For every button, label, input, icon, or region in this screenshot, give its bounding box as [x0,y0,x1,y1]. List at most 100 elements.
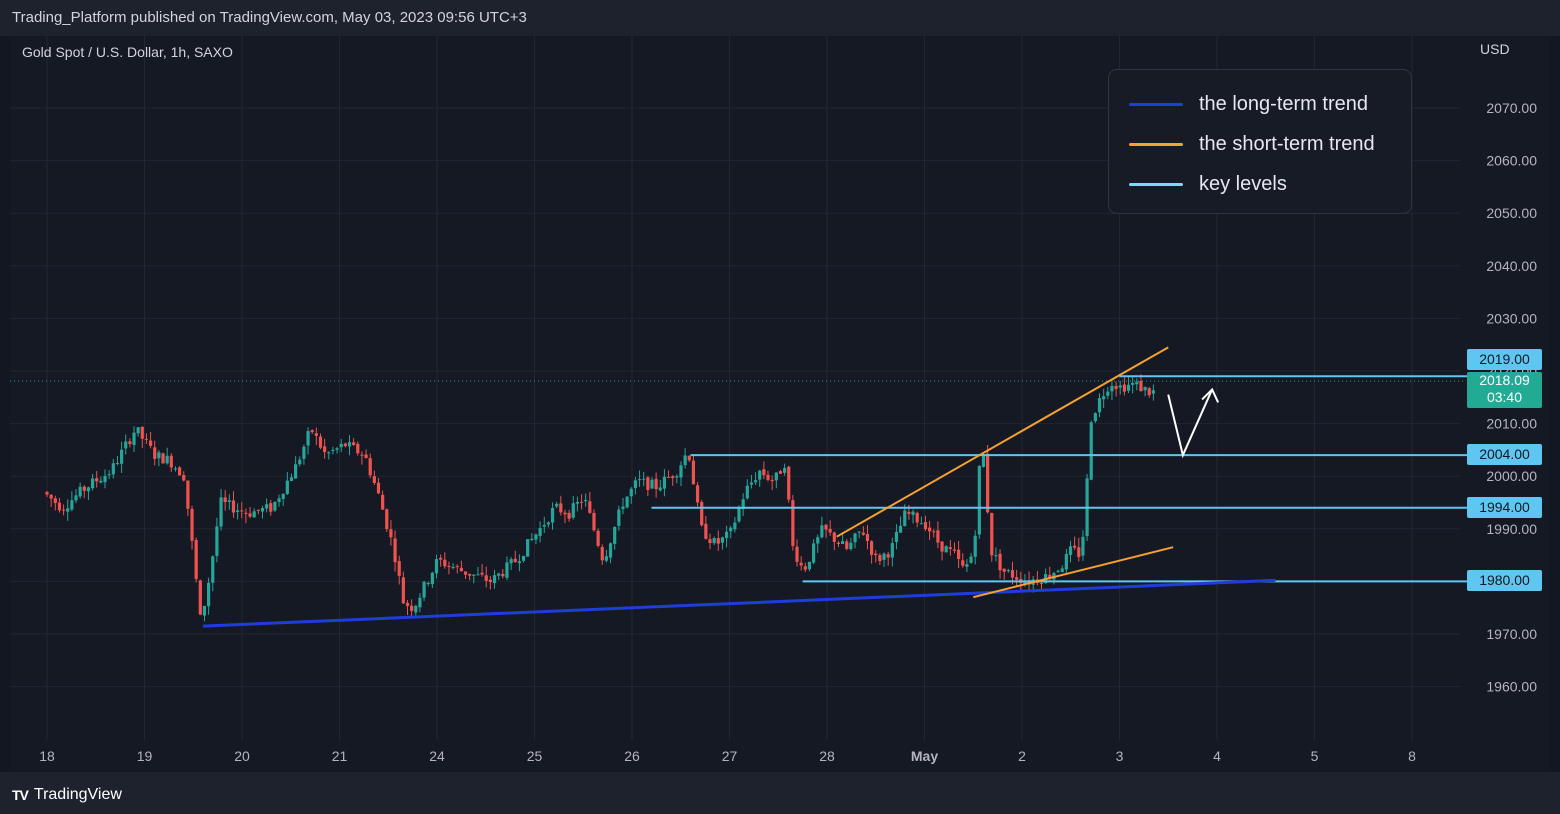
candle-body [57,502,62,511]
candle-body [410,605,414,611]
candle-body [393,538,397,563]
x-tick-label: 8 [1408,748,1416,764]
candle-body [791,500,795,546]
candle-body [770,479,774,482]
currency-label[interactable]: USD [1480,41,1510,57]
candle-body [182,475,186,481]
last-price-tag[interactable]: 2018.09 03:40 [1467,372,1542,408]
price-tag-1994[interactable]: 1994.00 [1467,497,1542,518]
x-tick-label: 26 [624,748,640,764]
candle-body [90,478,95,489]
candle-body [269,503,273,512]
symbol-title[interactable]: Gold Spot / U.S. Dollar, 1h, SAXO [22,44,233,60]
candle-body [347,442,352,447]
candle-body [1131,382,1135,385]
candle-body [1139,380,1143,392]
candle-body [1143,386,1147,391]
candle-body [422,581,426,598]
y-tick-label: 2010.00 [1486,416,1537,432]
candle-body [604,556,609,561]
candle-body [671,476,675,479]
legend-item-key-levels: key levels [1129,171,1287,197]
price-tag-1980[interactable]: 1980.00 [1467,570,1542,591]
candle-body [629,488,633,497]
legend-label-long-term: the long-term trend [1199,92,1368,115]
candle-body [1010,570,1015,578]
candle-body [451,567,455,569]
y-tick-label: 1960.00 [1486,679,1537,695]
candle-body [957,549,961,560]
candle-body [356,443,360,454]
candle-body [285,480,289,495]
y-tick-label: 2000.00 [1486,468,1537,484]
candle-body [455,566,459,568]
candle-body [990,512,994,556]
candle-body [886,554,890,558]
candle-body [977,465,981,535]
candle-body [940,541,944,552]
candle-body [737,508,741,522]
x-tick-label: 18 [39,748,55,764]
candle-body [476,574,480,576]
candle-body [1135,381,1139,385]
candle-body [571,503,575,518]
candle-body [136,427,140,434]
candle-body [1056,570,1060,572]
candle-body [277,498,281,502]
candle-body [331,449,335,452]
x-tick-label: 20 [234,748,250,764]
candle-body [948,547,952,549]
price-tag-2004[interactable]: 2004.00 [1467,444,1542,465]
candle-body [219,497,223,527]
candle-body [252,511,256,518]
candle-body [526,539,530,557]
candle-body [828,528,832,533]
candle-body [405,602,410,607]
candle-body [198,580,202,615]
candle-body [579,501,584,503]
legend-swatch-long-term [1129,102,1183,106]
candle-body [613,526,617,544]
candle-body [778,471,783,474]
price-tag-2019[interactable]: 2019.00 [1467,349,1542,370]
candle-body [381,494,385,510]
candle-body [157,452,161,459]
x-tick-label: 3 [1116,748,1124,764]
candle-body [654,478,658,490]
x-tick-label: 25 [527,748,543,764]
candle-body [936,530,940,543]
candle-body [1015,577,1019,580]
candle-body [807,561,812,570]
legend-swatch-short-term [1129,142,1183,146]
candle-body [658,487,662,491]
candle-body [633,480,638,489]
candle-body [861,532,865,535]
candle-body [1039,583,1044,585]
candle-body [646,477,650,490]
candle-body [596,530,600,546]
candle-body [1106,391,1110,396]
candle-body [265,504,269,509]
candle-body [799,562,803,566]
candle-body [385,509,389,530]
candle-body [617,509,621,526]
candle-body [1073,545,1077,548]
candle-body [186,480,190,509]
candle-body [845,541,849,549]
candle-body [132,432,136,445]
candle-body [787,466,791,500]
short-term-trend-line [973,546,1174,599]
candle-body [260,507,265,512]
candle-body [865,534,870,541]
candle-body [248,513,252,517]
candle-body [173,468,178,470]
candle-body [1102,396,1106,400]
tradingview-logo[interactable]: TV TradingView [12,786,122,804]
candle-body [741,499,745,510]
candle-body [1068,546,1073,555]
candle-body [998,553,1002,571]
candle-body [575,501,579,504]
candle-body [95,478,99,482]
candle-body [202,606,207,616]
